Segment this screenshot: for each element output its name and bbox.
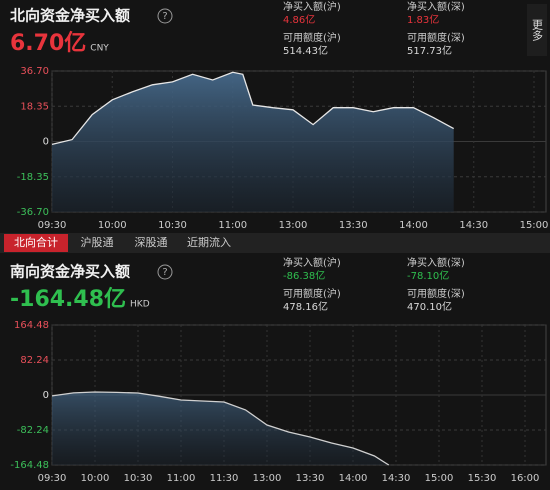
stat-label: 可用额度(深) — [407, 287, 465, 300]
y-tick-label: 82.24 — [20, 355, 49, 366]
stat-value: 478.16亿 — [283, 300, 328, 313]
stat-label: 净买入额(深) — [407, 256, 465, 269]
stat-value: 470.10亿 — [407, 300, 452, 313]
total-value: -164.48亿 — [10, 287, 126, 312]
tab-bar — [0, 233, 550, 253]
stat-value: 4.86亿 — [283, 13, 315, 26]
currency: CNY — [90, 44, 109, 54]
x-tick-label: 10:30 — [158, 220, 187, 231]
y-tick-label: -18.35 — [17, 172, 49, 183]
x-tick-label: 09:30 — [38, 473, 67, 484]
more-button[interactable] — [527, 4, 547, 56]
stat-value: 517.73亿 — [407, 44, 452, 57]
stat-value: 1.83亿 — [407, 13, 439, 26]
panel-title: 南向资金净买入额 — [10, 263, 130, 281]
x-tick-label: 16:00 — [511, 473, 540, 484]
tab[interactable]: 北向合计 — [14, 235, 58, 249]
x-tick-label: 11:30 — [210, 473, 239, 484]
stat-value: -78.10亿 — [407, 269, 449, 282]
y-tick-label: -36.70 — [17, 207, 49, 218]
help-mark[interactable]: ? — [162, 11, 167, 22]
x-tick-label: 10:00 — [98, 220, 127, 231]
y-tick-label: -164.48 — [10, 460, 49, 471]
line — [51, 71, 455, 146]
x-tick-label: 11:00 — [167, 473, 196, 484]
x-tick-label: 14:00 — [399, 220, 428, 231]
y-tick-label: 0 — [43, 137, 49, 148]
stat-value: 514.43亿 — [283, 44, 328, 57]
active-tab[interactable] — [4, 234, 68, 252]
y-tick-label: 0 — [43, 390, 49, 401]
total-value: 6.70亿 — [10, 31, 86, 56]
x-tick-label: 15:00 — [425, 473, 454, 484]
stat-value: -86.38亿 — [283, 269, 325, 282]
x-tick-label: 13:30 — [296, 473, 325, 484]
y-tick-label: -82.24 — [17, 425, 49, 436]
x-tick-label: 11:00 — [218, 220, 247, 231]
line — [51, 391, 390, 466]
x-tick-label: 10:00 — [81, 473, 110, 484]
x-tick-label: 13:00 — [279, 220, 308, 231]
stat-label: 可用额度(沪) — [283, 31, 341, 44]
x-tick-label: 15:00 — [520, 220, 549, 231]
x-tick-label: 10:30 — [124, 473, 153, 484]
currency: HKD — [130, 300, 150, 310]
x-tick-label: 14:00 — [339, 473, 368, 484]
y-tick-label: 164.48 — [14, 320, 49, 331]
stat-label: 净买入额(沪) — [283, 0, 341, 13]
x-tick-label: 13:30 — [339, 220, 368, 231]
x-tick-label: 14:30 — [382, 473, 411, 484]
y-tick-label: 18.35 — [20, 101, 49, 112]
panel-title: 北向资金净买入额 — [10, 7, 130, 25]
stat-label: 可用额度(深) — [407, 31, 465, 44]
help-icon[interactable] — [157, 8, 173, 24]
stat-label: 净买入额(沪) — [283, 256, 341, 269]
help-mark[interactable]: ? — [162, 267, 167, 278]
x-tick-label: 14:30 — [459, 220, 488, 231]
tab[interactable]: 沪股通 — [81, 235, 114, 249]
more-text[interactable]: 更多 — [531, 19, 544, 42]
x-tick-label: 15:30 — [468, 473, 497, 484]
x-tick-label: 13:00 — [253, 473, 282, 484]
x-tick-label: 09:30 — [38, 220, 67, 231]
help-icon[interactable] — [157, 264, 173, 280]
y-tick-label: 36.70 — [20, 66, 49, 77]
stat-label: 净买入额(深) — [407, 0, 465, 13]
tab[interactable]: 近期流入 — [187, 235, 231, 249]
tab[interactable]: 深股通 — [135, 236, 168, 249]
stat-label: 可用额度(沪) — [283, 287, 341, 300]
area-fill — [52, 392, 389, 465]
area-fill — [52, 72, 454, 212]
